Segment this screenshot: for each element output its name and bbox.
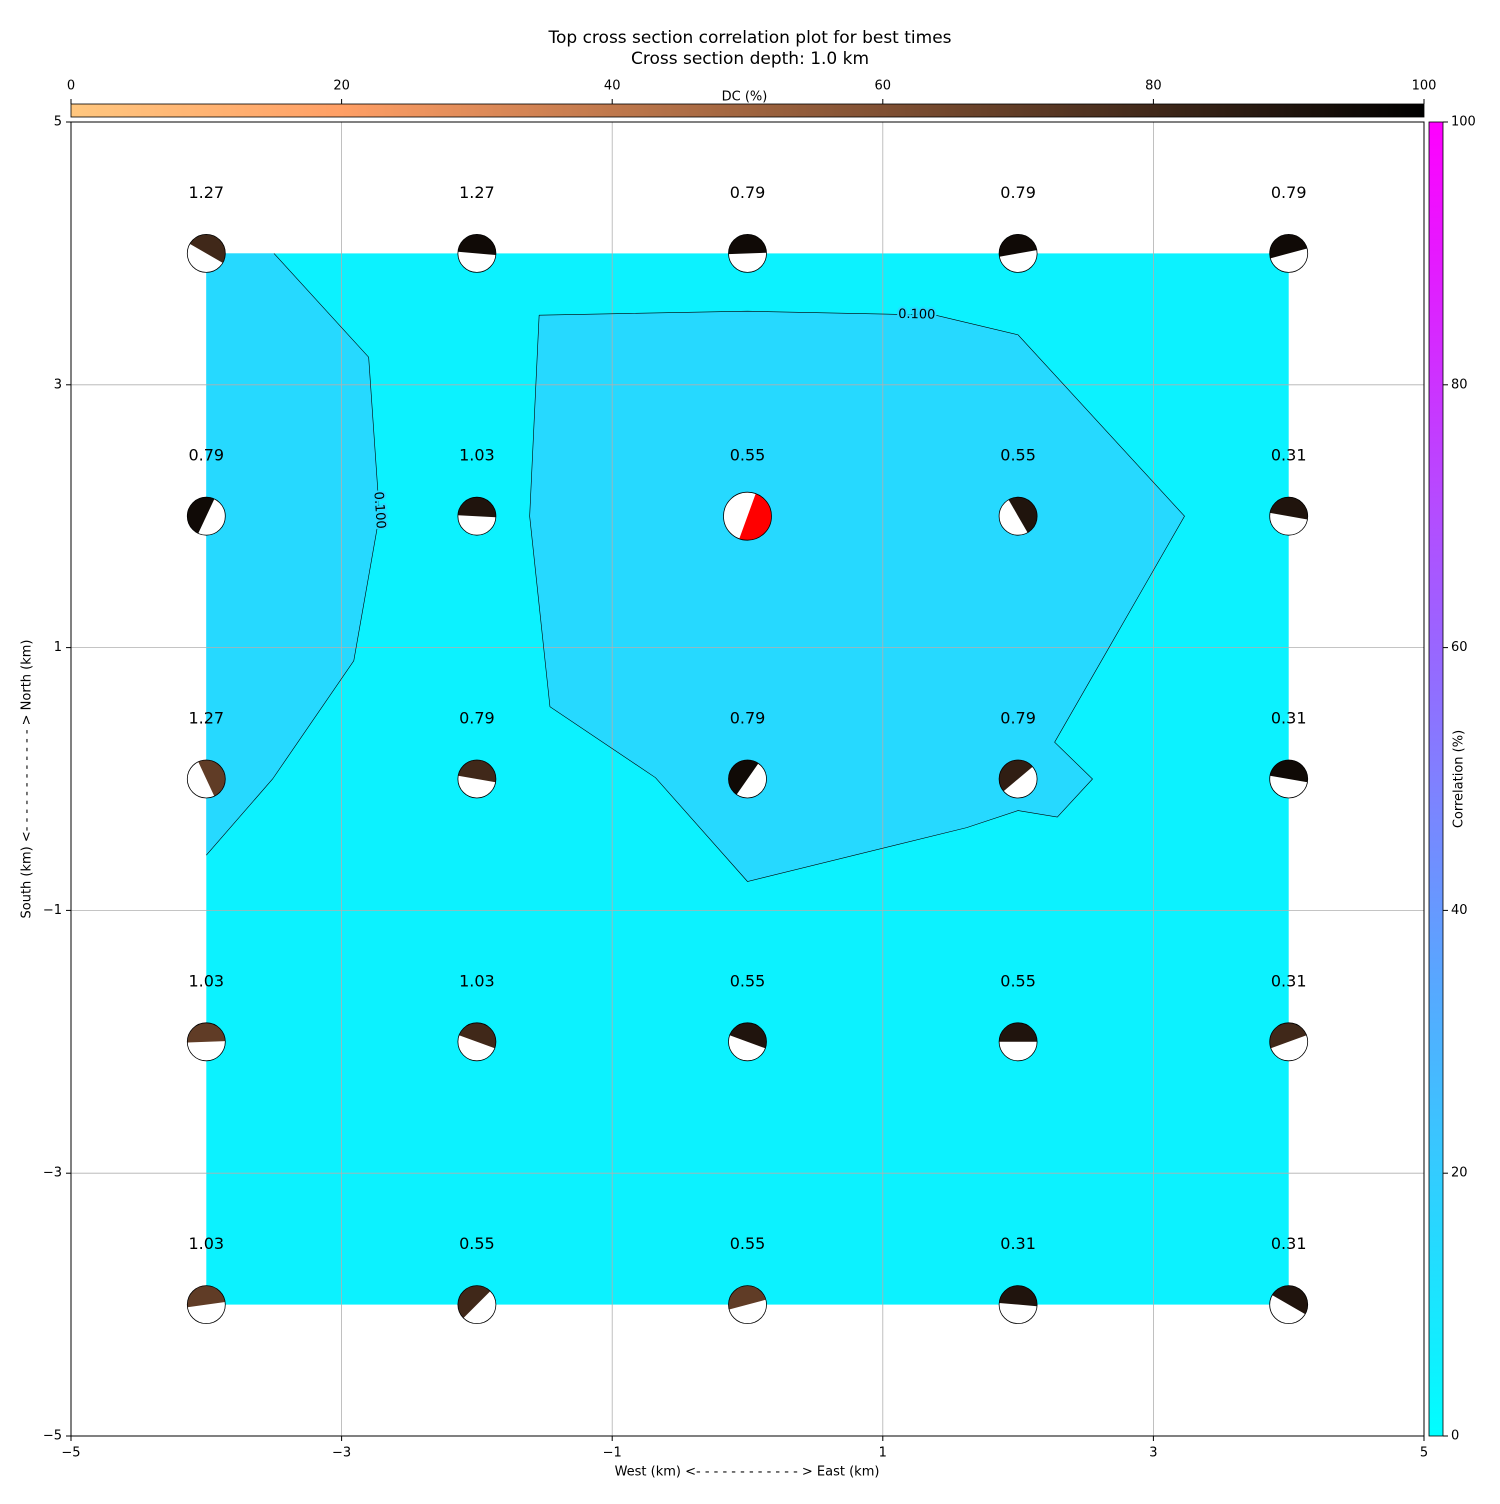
beachball xyxy=(728,759,767,799)
correlation-colorbar-label: Correlation (%) xyxy=(1452,730,1467,828)
contour-label: 0.100 xyxy=(898,307,936,323)
x-tick-label: 5 xyxy=(1420,1446,1428,1461)
value-label: 1.03 xyxy=(188,1234,224,1253)
beachball xyxy=(998,233,1038,273)
value-label: 0.79 xyxy=(730,183,766,202)
correlation-colorbar-tick-label: 40 xyxy=(1451,903,1468,918)
beachball xyxy=(998,759,1038,799)
chart-subtitle: Cross section depth: 1.0 km xyxy=(631,49,869,69)
beachball xyxy=(998,1285,1038,1324)
beachball xyxy=(728,1022,767,1062)
y-tick-label: −3 xyxy=(43,1166,62,1181)
dc-colorbar-tick-label: 0 xyxy=(67,79,75,94)
beachball xyxy=(1269,759,1309,799)
x-axis-label: West (km) <- - - - - - - - - - - - > Eas… xyxy=(615,1465,880,1480)
beachball xyxy=(186,1285,226,1324)
correlation-colorbar-tick-label: 0 xyxy=(1451,1429,1459,1444)
value-label: 1.03 xyxy=(459,971,495,990)
beachball xyxy=(186,496,226,536)
contour-label: 0.100 xyxy=(370,491,388,529)
beachball xyxy=(723,491,772,541)
dc-colorbar xyxy=(70,103,1425,118)
value-label: 1.27 xyxy=(188,183,224,202)
dc-colorbar-tick-label: 20 xyxy=(333,79,350,94)
value-label: 0.55 xyxy=(1000,446,1036,465)
beachball xyxy=(1269,1022,1309,1062)
beachball xyxy=(457,759,497,799)
y-tick-label: 1 xyxy=(54,640,62,655)
beachball xyxy=(186,759,226,799)
contour-line xyxy=(529,310,1185,882)
value-label: 0.79 xyxy=(730,709,766,728)
correlation-colorbar xyxy=(1428,121,1444,1437)
dc-colorbar-tick-label: 60 xyxy=(875,79,892,94)
value-label: 0.31 xyxy=(1271,1234,1307,1253)
value-label: 0.55 xyxy=(1000,971,1036,990)
value-label: 1.03 xyxy=(459,446,495,465)
value-label: 0.79 xyxy=(459,709,495,728)
value-label: 0.55 xyxy=(730,446,766,465)
value-label: 0.79 xyxy=(1000,709,1036,728)
beachball xyxy=(728,233,767,273)
axes-frame xyxy=(70,121,1425,1437)
y-tick-label: −5 xyxy=(43,1429,62,1444)
value-label: 0.79 xyxy=(1000,183,1036,202)
value-label: 0.55 xyxy=(459,1234,495,1253)
beachball xyxy=(998,496,1038,536)
value-label: 0.31 xyxy=(1271,446,1307,465)
value-label: 0.55 xyxy=(730,1234,766,1253)
contour-line xyxy=(206,253,380,856)
x-tick-label: −5 xyxy=(61,1446,80,1461)
dc-colorbar-tick-label: 40 xyxy=(604,79,621,94)
dc-colorbar-tick-label: 100 xyxy=(1412,79,1437,94)
beachball xyxy=(186,233,226,273)
correlation-colorbar-tick-label: 100 xyxy=(1451,115,1476,130)
value-label: 0.55 xyxy=(730,971,766,990)
correlation-colorbar-tick-label: 20 xyxy=(1451,1166,1468,1181)
beachball xyxy=(457,1022,497,1062)
correlation-colorbar-tick-label: 60 xyxy=(1451,640,1468,655)
chart-title: Top cross section correlation plot for b… xyxy=(547,28,951,48)
value-label: 0.31 xyxy=(1000,1234,1036,1253)
beachball xyxy=(457,1285,497,1324)
value-label: 0.31 xyxy=(1271,709,1307,728)
beachball xyxy=(186,1022,226,1062)
correlation-colorbar-tick-label: 80 xyxy=(1451,377,1468,392)
value-label: 1.27 xyxy=(188,709,224,728)
y-tick-label: 3 xyxy=(54,377,62,392)
x-tick-label: 1 xyxy=(879,1446,887,1461)
x-tick-label: −1 xyxy=(603,1446,622,1461)
value-label: 1.27 xyxy=(459,183,495,202)
x-tick-label: −3 xyxy=(332,1446,351,1461)
value-label: 0.79 xyxy=(1271,183,1307,202)
y-tick-label: −1 xyxy=(43,903,62,918)
value-label: 0.79 xyxy=(188,446,224,465)
contour-fill xyxy=(206,253,380,856)
dc-colorbar-tick-label: 80 xyxy=(1145,79,1162,94)
beachball xyxy=(1269,1285,1309,1324)
y-tick-label: 5 xyxy=(54,115,62,130)
y-axis-label: South (km) <- - - - - - - - - - - - > No… xyxy=(20,639,35,918)
dc-colorbar-label: DC (%) xyxy=(722,90,768,105)
value-label: 0.31 xyxy=(1271,971,1307,990)
beachball xyxy=(728,1285,767,1324)
contour-fill xyxy=(529,311,1185,882)
beachball xyxy=(1269,496,1309,536)
beachball xyxy=(1269,233,1309,273)
x-tick-label: 3 xyxy=(1149,1446,1157,1461)
beachball xyxy=(457,233,497,273)
beachball xyxy=(457,496,497,536)
value-label: 1.03 xyxy=(188,971,224,990)
beachball xyxy=(998,1022,1038,1062)
